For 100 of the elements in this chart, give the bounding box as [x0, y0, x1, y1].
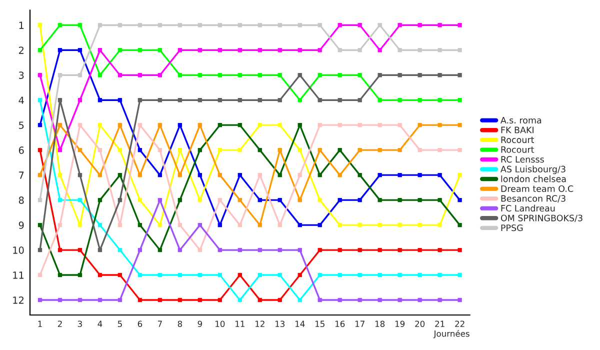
point — [418, 73, 422, 78]
point — [218, 222, 222, 228]
y-tick-label: 5 — [19, 122, 24, 129]
point — [138, 48, 142, 52]
legend-label: PPSG — [501, 224, 523, 232]
point — [38, 248, 42, 252]
point — [218, 23, 222, 28]
point — [278, 298, 282, 302]
point — [118, 172, 122, 178]
y-tick-label: 12 — [13, 296, 24, 304]
point — [418, 198, 422, 202]
point — [438, 272, 442, 278]
legend-label: Besancon RC/3 — [501, 195, 566, 202]
point — [38, 222, 42, 228]
point — [358, 198, 362, 202]
point — [118, 298, 122, 302]
point — [318, 123, 322, 128]
point — [158, 272, 162, 278]
x-tick-label: 10 — [216, 320, 225, 328]
point — [438, 23, 442, 28]
point — [358, 248, 362, 252]
point — [338, 123, 342, 128]
point — [378, 48, 382, 52]
point — [158, 48, 162, 52]
point — [418, 123, 422, 128]
point — [118, 23, 122, 28]
point — [78, 98, 82, 102]
line-series — [38, 123, 462, 278]
point — [338, 148, 342, 152]
point — [398, 248, 402, 252]
legend-label: Rocourt — [501, 146, 534, 153]
point — [158, 222, 162, 228]
point — [338, 248, 342, 252]
point — [78, 123, 82, 128]
point — [238, 123, 242, 128]
point — [398, 98, 402, 102]
point — [78, 272, 82, 278]
point — [278, 272, 282, 278]
point — [38, 73, 42, 78]
point — [318, 298, 322, 302]
x-tick-label: 13 — [276, 320, 285, 328]
point — [238, 148, 242, 152]
point — [378, 23, 382, 28]
point — [138, 148, 142, 152]
point — [58, 23, 62, 28]
point — [438, 73, 442, 78]
point — [418, 222, 422, 228]
point — [218, 73, 222, 78]
point — [158, 123, 162, 128]
point — [178, 123, 182, 128]
x-tick-label: 20 — [415, 320, 425, 328]
x-tick-label: 3 — [78, 320, 82, 328]
point — [178, 198, 182, 202]
point — [98, 48, 102, 52]
point — [158, 73, 162, 78]
point — [118, 222, 122, 228]
point — [38, 272, 42, 278]
point — [398, 298, 402, 302]
point — [98, 198, 102, 202]
point — [258, 48, 262, 52]
point — [278, 98, 282, 102]
point — [78, 148, 82, 152]
point — [138, 248, 142, 252]
point — [178, 23, 182, 28]
point — [118, 73, 122, 78]
x-tick-label: 1 — [38, 320, 42, 327]
point — [298, 123, 302, 128]
x-tick-label: 7 — [158, 320, 162, 327]
y-tick-label: 8 — [18, 196, 24, 204]
x-tick-label: 17 — [355, 320, 364, 327]
point — [298, 248, 302, 252]
x-axis-title: Journées — [433, 330, 470, 338]
point — [358, 172, 362, 178]
x-tick-label: 9 — [198, 320, 202, 328]
point — [238, 272, 242, 278]
point — [218, 123, 222, 128]
point — [198, 23, 202, 28]
point — [198, 298, 202, 302]
point — [178, 222, 182, 228]
point — [58, 148, 62, 152]
point — [358, 48, 362, 52]
point — [238, 23, 242, 28]
point — [158, 23, 162, 28]
y-tick-label: 1 — [19, 22, 24, 29]
legend-label: Rocourt — [501, 136, 534, 144]
point — [338, 172, 342, 178]
point — [218, 48, 222, 52]
point — [98, 298, 102, 302]
point — [338, 48, 342, 52]
point — [38, 172, 42, 178]
point — [358, 222, 362, 228]
point — [238, 298, 242, 302]
x-tick-label: 16 — [335, 320, 345, 328]
point — [458, 48, 462, 52]
point — [58, 98, 62, 102]
point — [458, 298, 462, 302]
point — [458, 172, 462, 178]
point — [198, 222, 202, 228]
point — [338, 198, 342, 202]
y-tick-label: 7 — [19, 172, 24, 179]
